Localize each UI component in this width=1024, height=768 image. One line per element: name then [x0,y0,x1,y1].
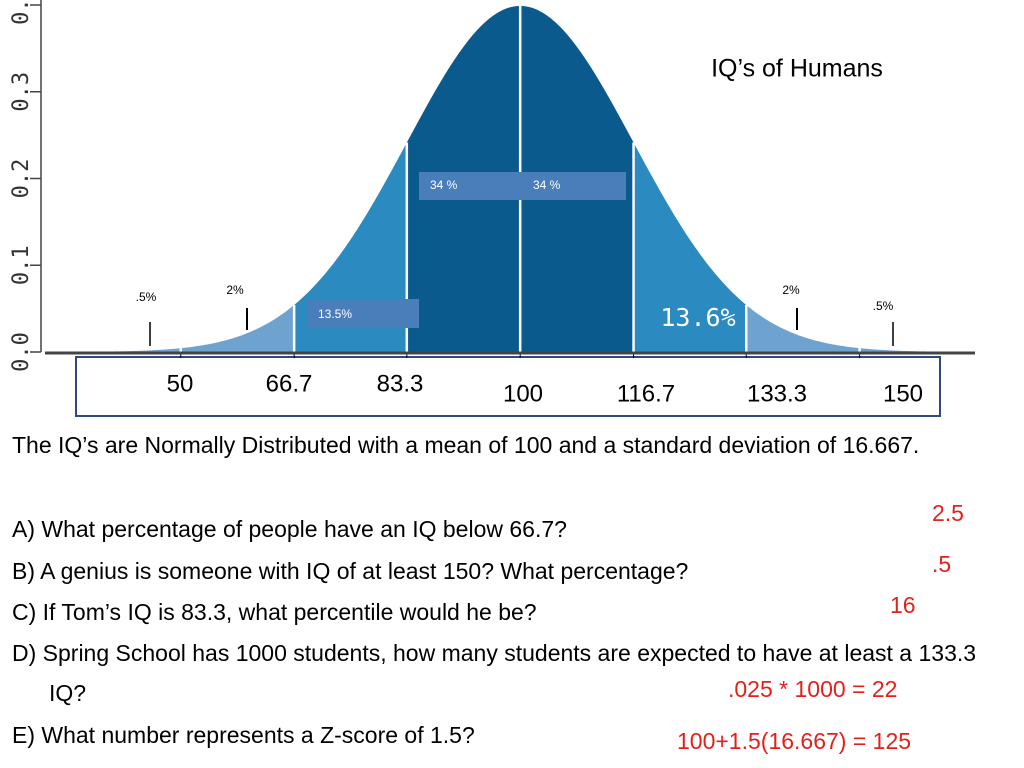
label-box [307,299,419,328]
answer: 16 [890,592,916,618]
band-label: .5% [873,299,894,313]
answer: .025 * 1000 = 22 [728,676,898,702]
label-box [521,172,626,200]
x-tick-label: 150 [883,380,923,407]
answer: 2.5 [932,500,964,526]
y-tick-label: 0.0 [9,332,34,372]
answer: .5 [932,551,952,577]
band-label: .5% [136,290,157,304]
band-label: 34 % [430,178,458,192]
curve-region [633,142,747,352]
x-tick-label: 66.7 [266,370,313,397]
band-label: 34 % [533,178,561,192]
x-label-box [75,356,941,417]
curve-region [180,304,295,352]
chart: 0.0 0.1 0.2 0.3 0.4 50 66.7 83.3 100 116.7 133.3 15… [9,0,975,417]
x-tick-label: 116.7 [617,380,675,407]
question: B) A genius is someone with IQ of at lea… [12,558,689,584]
band-label: 13.6% [660,303,735,332]
y-tick-label: 0.3 [9,72,34,112]
band-label: 2% [782,283,800,297]
band-label: 2% [226,283,244,297]
curve-region [746,304,860,352]
x-tick-label: 83.3 [377,370,424,397]
answer: 100+1.5(16.667) = 125 [677,728,912,754]
intro: The IQ’s are Normally Distributed with a… [12,432,920,458]
y-tick-label: 0.2 [9,159,34,199]
y-tick-label: 0.4 [9,0,34,25]
band-label: 13.5% [318,307,352,321]
question: E) What number represents a Z-score of 1… [12,722,475,748]
curve-region [112,348,181,352]
label-box [419,172,521,200]
x-tick-label: 100 [503,380,543,407]
x-tick-label: 133.3 [747,380,807,407]
question: C) If Tom’s IQ is 83.3, what percentile … [12,599,537,625]
question: A) What percentage of people have an IQ … [12,516,567,542]
chart-title: IQ’s of Humans [711,55,883,83]
question: D) Spring School has 1000 students, how … [12,640,977,706]
y-tick-label: 0.1 [9,245,34,285]
curve-region [859,348,942,352]
x-tick-label: 50 [167,370,194,397]
